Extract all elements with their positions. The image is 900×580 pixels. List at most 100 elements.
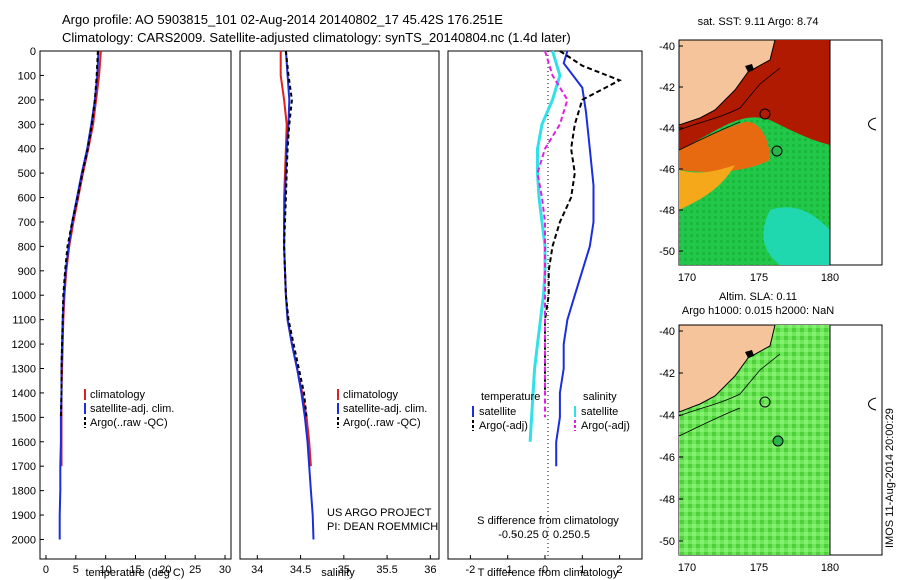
s-diff-tick-label: 0 [542,529,548,541]
sst-isobaths [679,67,781,151]
legend-title-salinity: salinity [583,391,617,403]
depth-tick-label: 200 [18,95,36,107]
map-y-tick-label: -40 [659,41,675,53]
legend-label: Argo(..raw -QC) [343,417,421,429]
temperature-axes-box [39,50,232,560]
temperature-x-axis: 0 5 10 15 20 25 30 [43,555,231,576]
s-diff-tick-label: 0.25 [553,529,574,541]
depth-tick-label: 1500 [12,412,36,424]
sst-coast-east [868,117,877,131]
sst-argo-position [771,145,783,157]
sla-coast-east [868,397,877,411]
sst-land [679,40,776,126]
map-y-tick-label: -46 [659,164,675,176]
legend-label: Argo(..raw -QC) [90,417,168,429]
map-y-tick-label: -40 [659,326,675,338]
salinity-xlabel: salinity [321,567,355,579]
header-line-2: Climatology: CARS2009. Satellite-adjuste… [62,30,571,45]
legend-label: satellite-adj. clim. [343,403,427,415]
salinity-x-axis: 34 34.5 35 35.5 36 [251,555,436,576]
depth-tick-label: 600 [18,193,36,205]
depth-tick-label: 700 [18,217,36,229]
legend-label: satellite-adj. clim. [90,403,174,415]
depth-tick-label: 1800 [12,486,36,498]
x-tick-label: 35.5 [376,564,397,576]
sst-map-title: sat. SST: 9.11 Argo: 8.74 [698,16,819,28]
legend-label: satellite [581,406,618,418]
depth-tick-label: 1200 [12,339,36,351]
x-tick-label: 10 [100,564,112,576]
depth-tick-label: 100 [18,70,36,82]
t-difference-xlabel: T difference from climatology [478,567,619,579]
sla-land [679,325,776,413]
legend-label: climatology [90,389,146,401]
x-tick-label: 34 [251,564,263,576]
map-y-tick-label: -48 [659,494,675,506]
x-tick-label: 15 [129,564,141,576]
x-tick-label: 30 [219,564,231,576]
series-line-argo-raw-qc- [59,50,99,418]
s-difference-x-axis: -0.5-0.25 0 0.25 0.5 [498,529,590,541]
series-line-temperature-satellite [555,50,595,467]
series-line-salinity-argo-adj- [536,50,569,418]
x-tick-label: -2 [465,564,475,576]
salinity-legend: climatology satellite-adj. clim. Argo(..ra… [337,389,427,429]
sst-field-southeast [763,207,830,265]
x-tick-label: 0 [43,564,49,576]
timestamp: IMOS 11-Aug-2014 20:00:29 [884,408,896,548]
x-tick-label: 5 [73,564,79,576]
series-line-temperature-argo-adj- [544,50,623,393]
sst-field-front [679,121,770,172]
series-line-satellite-adj-clim- [283,50,315,540]
depth-tick-label: 0 [30,46,36,58]
map-y-tick-label: -42 [659,82,675,94]
series-line-salinity-satellite [528,50,562,442]
sla-map-x-axis: 170 175 180 [678,562,839,574]
x-tick-label: -1 [503,564,513,576]
map-y-tick-label: -46 [659,452,675,464]
map-x-tick-label: 175 [750,272,768,284]
map-y-tick-label: -48 [659,205,675,217]
credit-line-1: US ARGO PROJECT [327,507,432,519]
x-tick-label: 20 [159,564,171,576]
s-diff-tick-label: -0.5 [498,529,517,541]
x-tick-label: 25 [189,564,201,576]
series-line-argo-raw-qc- [283,50,308,418]
x-tick-label: 1 [579,564,585,576]
depth-tick-label: 1100 [12,315,36,327]
map-x-tick-label: 170 [678,272,696,284]
depth-tick-label: 1300 [12,364,36,376]
map-y-tick-label: -50 [659,246,675,258]
depth-tick-label: 1700 [12,461,36,473]
difference-legend: temperature salinity satellite Argo(-adj) sa… [472,391,630,432]
sla-isobaths [679,353,781,437]
s-diff-tick-label: -0.25 [514,529,539,541]
legend-label: Argo(-adj) [479,420,528,432]
sla-map-title-1: Altim. SLA: 0.11 [719,291,797,303]
x-tick-label: 35 [338,564,350,576]
sst-map-y-axis: -40 -42 -44 -46 -48 -50 [659,41,683,258]
x-tick-label: 2 [617,564,623,576]
sla-argo-position [772,435,784,447]
map-y-tick-label: -44 [659,410,675,422]
depth-tick-label: 300 [18,119,36,131]
salinity-axes-box [239,50,440,560]
salinity-panel: 34 34.5 35 35.5 36 salinity climatology satel… [239,50,440,579]
depth-axis: 0 100 200 300 400 500 600 700 800 900 1000 1100 1200… [12,46,44,546]
map-x-tick-label: 180 [821,272,839,284]
legend-title-temperature: temperature [481,391,540,403]
depth-tick-label: 800 [18,241,36,253]
t-difference-x-axis: -2 -1 0 1 2 [465,555,623,576]
credit-line-2: PI: DEAN ROEMMICH [327,521,438,533]
depth-tick-label: 1400 [12,388,36,400]
depth-tick-label: 900 [18,266,36,278]
sla-eddy-contour [759,396,771,408]
map-y-tick-label: -42 [659,368,675,380]
header-line-1: Argo profile: AO 5903815_101 02-Aug-2014… [62,12,503,27]
map-y-tick-label: -50 [659,536,675,548]
depth-tick-label: 400 [18,144,36,156]
legend-label: Argo(-adj) [581,420,630,432]
depth-tick-label: 1600 [12,437,36,449]
sst-field-mid [679,165,735,210]
